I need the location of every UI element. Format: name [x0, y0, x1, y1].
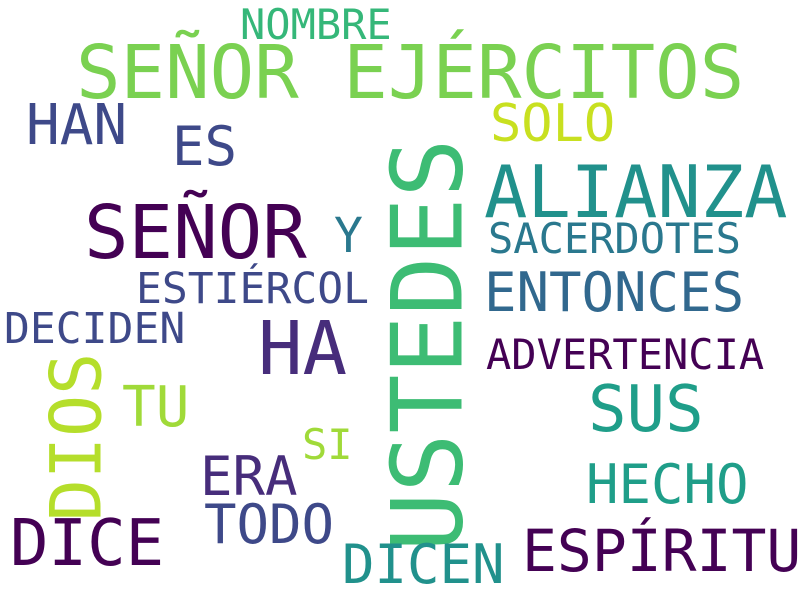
word-han: HAN [26, 93, 128, 158]
word-dios: DIOS [35, 352, 118, 522]
word-si: SI [302, 420, 353, 469]
word-alianza: ALIANZA [484, 150, 788, 234]
word-nombre: NOMBRE [240, 0, 392, 49]
word-deciden: DECIDEN [4, 304, 186, 354]
word-dicen: DICEN [342, 533, 505, 596]
word-hecho: HECHO [586, 453, 749, 516]
word-senor: SEÑOR [84, 190, 307, 276]
word-advertencia: ADVERTENCIA [486, 330, 765, 379]
word-sacerdotes: SACERDOTES [488, 214, 741, 263]
word-estiercol: ESTIÉRCOL [136, 264, 369, 314]
word-solo: SOLO [490, 94, 616, 154]
word-y: Y [334, 208, 363, 264]
word-era: ERA [200, 445, 298, 508]
word-ustedes: USTEDES [371, 138, 486, 552]
word-entonces: ENTONCES [484, 261, 745, 324]
word-ha: HA [258, 306, 348, 392]
word-senor-ejercitos: SEÑOR EJÉRCITOS [76, 30, 745, 116]
word-tu: TU [122, 375, 190, 440]
word-dice: DICE [10, 507, 165, 581]
word-es: ES [172, 115, 238, 178]
word-todo: TODO [204, 493, 335, 556]
word-espiritu: ESPÍRITU [522, 517, 800, 585]
word-sus: SUS [588, 373, 704, 447]
